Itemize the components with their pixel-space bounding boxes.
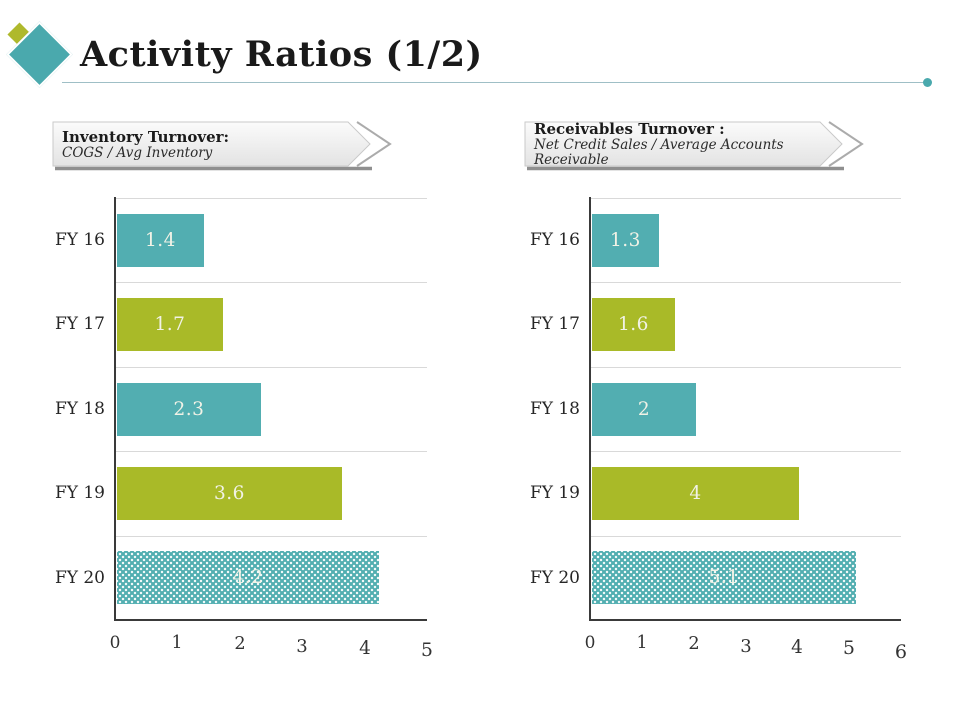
category-label: FY 17: [529, 314, 580, 334]
row-separator-gridline: [590, 451, 901, 452]
category-label: FY 19: [529, 483, 580, 503]
chart-header-inventory: Inventory Turnover: COGS / Avg Inventory: [52, 118, 397, 172]
x-axis-tick-label: 4: [359, 638, 371, 659]
category-label: FY 18: [54, 399, 105, 419]
chart-header-receivables: Receivables Turnover : Net Credit Sales …: [524, 118, 869, 172]
bar-fy18: 2: [592, 383, 696, 436]
category-label: FY 16: [54, 230, 105, 250]
x-axis-tick-label: 2: [234, 634, 246, 654]
y-axis-line: [589, 197, 591, 620]
bar-value-label: 2: [637, 399, 651, 420]
bar-value-label: 1.7: [154, 314, 186, 335]
category-label: FY 19: [54, 483, 105, 503]
bar-value-label: 4: [689, 483, 702, 504]
x-axis-tick-label: 6: [894, 640, 908, 663]
underline-end-dot-icon: [923, 78, 932, 87]
bar-value-label: 5.1: [708, 567, 740, 588]
x-axis-tick-label: 3: [296, 636, 308, 657]
title-underline: [62, 78, 932, 87]
row-separator-gridline: [115, 282, 427, 283]
page-title: Activity Ratios (1/2): [80, 34, 483, 75]
plot-top-border: [590, 198, 901, 199]
chart-header-title: Inventory Turnover:: [62, 127, 230, 146]
row-separator-gridline: [115, 536, 427, 537]
x-axis-tick-label: 5: [843, 638, 855, 659]
bar-value-label: 1.4: [145, 230, 176, 251]
x-axis-tick-label: 1: [636, 633, 648, 653]
x-axis-tick-label: 1: [171, 633, 183, 653]
bar-value-label: 1.6: [618, 314, 649, 335]
x-axis-tick-label: 4: [791, 637, 803, 658]
row-separator-gridline: [590, 536, 901, 537]
bar-value-label: 4.2: [232, 567, 264, 588]
x-axis-tick-label: 0: [109, 633, 121, 653]
header-arrow-shape: [524, 121, 864, 171]
y-axis-line: [114, 197, 116, 620]
x-axis-tick-label: 2: [688, 634, 700, 654]
bar-value-label: 1.3: [610, 230, 641, 251]
row-separator-gridline: [115, 451, 427, 452]
bar-fy19: 4: [592, 467, 799, 520]
bar-chart-inventory-turnover: FY 16 1.4 FY 17 1.7 FY 18 2.3 FY 19 3.6 FY 20 4.2…: [55, 197, 433, 661]
bar-fy16: 1.4: [117, 214, 204, 267]
bar-fy19: 3.6: [117, 467, 342, 520]
bar-fy17: 1.7: [117, 298, 223, 351]
row-separator-gridline: [590, 367, 901, 368]
bar-value-label: 3.6: [214, 483, 245, 504]
bar-fy20: 5.1: [592, 551, 856, 604]
plot-top-border: [115, 198, 427, 199]
bar-fy17: 1.6: [592, 298, 675, 351]
x-axis-tick-label: 3: [740, 636, 752, 657]
x-axis-tick-label: 5: [421, 640, 433, 661]
bar-fy18: 2.3: [117, 383, 261, 436]
chart-header-title: Receivables Turnover :: [534, 120, 725, 138]
header-arrow-shape: [52, 121, 392, 171]
chart-header-formula: COGS / Avg Inventory: [62, 144, 213, 161]
bar-fy20: 4.2: [117, 551, 379, 604]
category-label: FY 18: [529, 399, 580, 419]
chart-header-formula: Net Credit Sales / Average Accounts Rece…: [534, 137, 784, 168]
row-separator-gridline: [115, 367, 427, 368]
category-label: FY 17: [54, 314, 105, 334]
x-axis-line: [589, 619, 901, 621]
bar-value-label: 2.3: [173, 399, 205, 420]
row-separator-gridline: [590, 282, 901, 283]
x-axis-line: [114, 619, 427, 621]
category-label: FY 20: [54, 568, 105, 588]
category-label: FY 16: [529, 230, 580, 250]
bar-chart-receivables-turnover: FY 16 1.3 FY 17 1.6 FY 18 2 FY 19 4 FY 20 5.1 0 1 2 3…: [530, 197, 907, 663]
x-axis-tick-label: 0: [584, 633, 596, 653]
bar-fy16: 1.3: [592, 214, 659, 267]
category-label: FY 20: [529, 568, 580, 588]
